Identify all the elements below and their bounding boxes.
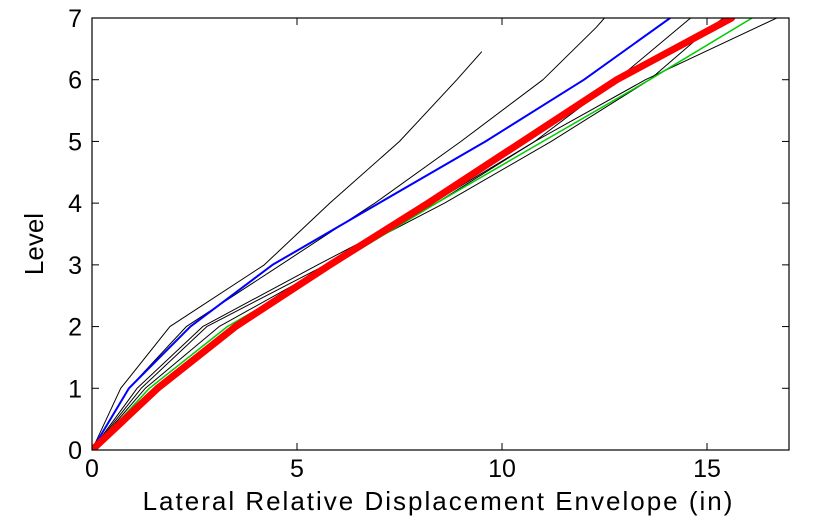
series-line-4 (92, 18, 724, 450)
y-axis-ticks: 0 1 2 3 4 5 6 7 (68, 5, 789, 465)
series-line-7 (92, 18, 672, 450)
series-line-6 (92, 18, 753, 450)
series-line-2 (92, 18, 605, 450)
y-tick-label: 5 (68, 128, 82, 156)
x-tick-label: 5 (290, 455, 304, 483)
y-tick-label: 6 (68, 67, 82, 95)
x-tick-label: 10 (488, 455, 516, 483)
series-line-8 (92, 18, 736, 450)
plot-lines (92, 18, 778, 450)
series-line-5 (92, 18, 778, 450)
x-tick-label: 0 (85, 455, 99, 483)
series-line-3 (92, 18, 692, 450)
plot-frame (91, 17, 790, 451)
y-tick-label: 2 (68, 314, 82, 342)
y-tick-label: 7 (68, 5, 82, 33)
y-tick-label: 1 (68, 375, 82, 403)
y-axis-title: Level (19, 213, 49, 275)
x-axis-ticks: 0 5 10 15 (85, 18, 721, 483)
series-line-1 (92, 51, 482, 450)
y-tick-label: 0 (68, 437, 82, 465)
y-tick-label: 3 (68, 252, 82, 280)
x-tick-label: 15 (693, 455, 721, 483)
x-axis-title: Lateral Relative Displacement Envelope (… (143, 486, 735, 516)
y-tick-label: 4 (68, 190, 82, 218)
